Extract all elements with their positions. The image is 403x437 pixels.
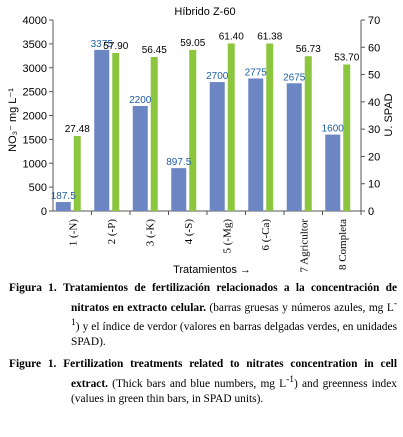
bar-spad <box>304 56 312 211</box>
data-label-nitrate: 2200 <box>129 95 152 106</box>
data-label-spad: 56.45 <box>142 45 167 56</box>
data-label-spad: 53.70 <box>334 52 359 63</box>
x-axis-label: Tratamientos → <box>173 264 251 276</box>
bar-spad <box>343 64 351 212</box>
data-label-nitrate: 187.5 <box>51 191 76 202</box>
caption-es-text-2: ) y el índice de verdor (valores en barr… <box>71 320 397 349</box>
caption-en-sup: -1 <box>286 374 295 385</box>
caption-es-title: Tratamientos de fertilización relacionad… <box>63 282 398 314</box>
data-label-nitrate: 2700 <box>206 71 229 82</box>
chart-bars <box>55 43 351 212</box>
bar-nitrate <box>55 202 71 211</box>
y-left-tick-label: 2000 <box>23 111 47 123</box>
x-tick-label: 1 (-N) <box>67 219 79 247</box>
bar-spad <box>227 43 235 211</box>
caption-spanish: Figura 1. Tratamientos de fertilización … <box>9 281 397 351</box>
y-axis-left-label: NO₃⁻ mg L⁻¹ <box>7 88 19 152</box>
y-left-tick-label: 3500 <box>23 39 47 51</box>
y-right-tick-label: 0 <box>368 206 374 218</box>
caption-en-text-2: ) and greenness index (values in green t… <box>71 377 397 405</box>
y-right-tick-label: 40 <box>368 97 380 109</box>
y-left-tick-label: 4000 <box>23 15 47 27</box>
data-label-spad: 56.73 <box>296 44 321 55</box>
data-label-nitrate: 897.5 <box>166 157 191 168</box>
y-right-tick-label: 60 <box>368 42 380 54</box>
bar-nitrate <box>209 82 225 211</box>
y-axis-right-label: U. SPAD <box>383 93 395 136</box>
y-left-tick-label: 1500 <box>23 134 47 146</box>
y-left-tick-label: 3000 <box>23 63 47 75</box>
y-right-tick-label: 70 <box>368 15 380 27</box>
bar-spad <box>189 49 197 212</box>
y-left-tick-label: 1000 <box>23 158 47 170</box>
caption-english: Figure 1. Fertilization treatments relat… <box>9 357 397 407</box>
x-tick-label: 3 (-K) <box>144 219 156 247</box>
y-left-tick-label: 500 <box>29 182 47 194</box>
data-label-spad: 57.90 <box>103 41 128 52</box>
bar-nitrate <box>248 78 264 212</box>
bar-nitrate <box>171 168 187 211</box>
data-label-nitrate: 2675 <box>283 72 306 83</box>
y-right-tick-label: 10 <box>368 179 380 191</box>
y-right-tick-label: 50 <box>368 70 380 82</box>
chart-title: Híbrido Z-60 <box>174 6 235 18</box>
caption-es-text-1: (barras gruesas y números azules, mg L <box>205 301 394 314</box>
data-label-nitrate: 1600 <box>322 124 345 135</box>
chart-tick-labels: 0 500 1000 1500 2000 2500 3000 3500 4000 0 10 20 30 4… <box>23 15 381 272</box>
x-tick-label: 2 (-P) <box>106 219 118 245</box>
x-tick-label: 5 (-Mg) <box>221 219 233 254</box>
x-tick-label: 7 Agricultor <box>298 219 310 273</box>
data-label-spad: 27.48 <box>65 124 90 135</box>
bar-spad <box>150 56 158 212</box>
caption-en-title: Fertilization treatments related to nitr… <box>63 358 397 390</box>
data-label-spad: 61.40 <box>219 31 244 42</box>
caption-en-label: Figure 1. <box>9 358 57 370</box>
x-tick-label: 6 (-Ca) <box>260 219 272 251</box>
bar-nitrate <box>286 83 302 211</box>
x-tick-label: 4 (-S) <box>183 219 195 245</box>
caption-es-label: Figura 1. <box>9 282 57 294</box>
bar-spad <box>266 43 274 211</box>
data-label-nitrate: 3375 <box>91 39 114 50</box>
bar-nitrate <box>325 134 341 211</box>
data-label-spad: 61.38 <box>257 32 282 43</box>
y-right-tick-label: 20 <box>368 151 380 163</box>
y-right-tick-label: 30 <box>368 124 380 136</box>
x-tick-label: 8 Completa <box>337 219 349 270</box>
data-label-nitrate: 2775 <box>245 67 268 78</box>
bar-spad <box>112 53 120 211</box>
bar-nitrate <box>132 105 148 211</box>
bar-spad <box>73 136 81 211</box>
bar-nitrate <box>94 49 110 211</box>
data-label-spad: 59.05 <box>180 38 205 49</box>
caption-en-text-1: (Thick bars and blue numbers, mg L <box>108 377 287 390</box>
caption-es-sup: -1 <box>71 298 397 328</box>
y-left-tick-label: 0 <box>41 206 47 218</box>
y-left-tick-label: 2500 <box>23 87 47 99</box>
